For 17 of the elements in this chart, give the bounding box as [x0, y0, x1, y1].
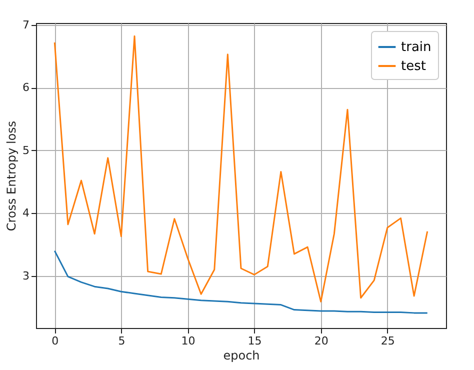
legend-label: train	[401, 40, 432, 55]
y-tick-label: 6	[22, 81, 30, 94]
y-axis-title: Cross Entropy loss	[4, 120, 18, 232]
y-tick-label: 5	[22, 144, 30, 157]
legend-label: test	[401, 59, 426, 74]
x-tick-label: 15	[248, 334, 262, 348]
x-axis-title: epoch	[223, 348, 260, 362]
line-series	[54, 35, 428, 302]
x-tick-label: 10	[181, 334, 196, 348]
x-tick-label: 0	[52, 334, 59, 348]
x-tick-label: 5	[118, 334, 126, 348]
line-series	[54, 250, 428, 314]
y-tick-label: 4	[22, 206, 30, 220]
x-tick-label: 20	[314, 334, 328, 348]
y-tick-label: 3	[22, 269, 30, 282]
y-tick-label: 7	[22, 18, 30, 32]
x-tick-label: 25	[380, 334, 395, 348]
